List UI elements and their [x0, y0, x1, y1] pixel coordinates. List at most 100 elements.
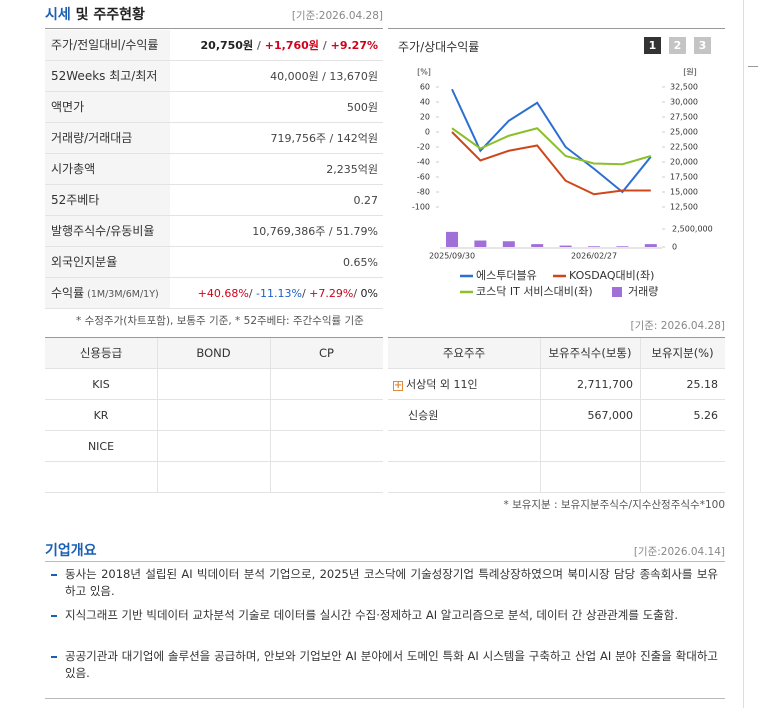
volume-bar: [531, 244, 544, 247]
volume-tick-label: 0: [672, 243, 677, 252]
value-part: /: [353, 287, 361, 300]
series-line: [451, 88, 652, 194]
row-label: 거래량/거래대금: [51, 123, 171, 154]
section-title: 시세 및 주주현황: [45, 4, 145, 24]
table-rule: [388, 430, 725, 431]
value-part: 10,769,386주 / 51.79%: [252, 225, 378, 238]
x-tick-label: 2026/02/27: [571, 252, 617, 261]
legend-label: KOSDAQ대비(좌): [569, 269, 654, 282]
bullet: [51, 615, 57, 617]
label-sub: (1M/3M/6M/1Y): [87, 289, 159, 300]
y-tick-label: 40: [420, 98, 430, 107]
table-cell: 5.26: [693, 409, 719, 422]
table-col-rule: [640, 338, 641, 493]
series-line: [451, 131, 651, 196]
value-part: 0%: [360, 287, 378, 300]
note: * 수정주가(차트포함), 보통주 기준, * 52주베타: 주간수익률 기준: [76, 315, 364, 327]
date: [기준:2026.04.28]: [291, 10, 383, 22]
volume-bar: [474, 240, 487, 247]
volume-bar: [588, 246, 600, 247]
legend-label: 거래량: [628, 285, 658, 298]
row-rule: [45, 122, 383, 123]
y2-tick-label: 17,500: [670, 173, 698, 182]
label: 주가/전일대비/수익률: [51, 38, 159, 52]
overview-item: 지식그래프 기반 빅데이터 교차분석 기술로 데이터를 실시간 수집·정제하고 …: [65, 608, 678, 622]
series-line: [451, 127, 652, 166]
row-label-bg: [45, 123, 170, 154]
table-header: 주요주주: [442, 346, 486, 360]
table-rule: [388, 337, 725, 338]
overview-title: 기업개요: [45, 543, 97, 559]
table-cell: 서상덕 외 11인: [406, 378, 478, 391]
table-header-bg: [45, 338, 383, 369]
row-label-bg: [45, 30, 170, 61]
table-header: 신용등급: [79, 346, 123, 360]
value-part: -11.13%: [256, 287, 302, 300]
rule: [45, 28, 383, 29]
label: 거래량/거래대금: [51, 131, 133, 145]
expand-icon: +: [393, 380, 403, 391]
row-rule: [45, 308, 383, 309]
y-tick-label: -100: [412, 203, 430, 212]
value-part: 40,000원 / 13,670원: [270, 70, 378, 83]
row-label: 주가/전일대비/수익률: [51, 30, 171, 61]
row-value: 10,769,386주 / 51.79%: [172, 216, 378, 247]
label: 52주베타: [51, 193, 100, 207]
y2-tick-label: 25,000: [670, 128, 698, 137]
table-rule: [45, 492, 383, 493]
volume-bar: [644, 244, 657, 247]
bullet: [51, 574, 57, 576]
value-part: +1,760원: [264, 39, 319, 52]
table-col-rule: [157, 338, 158, 493]
y-tick-label: 0: [425, 128, 430, 137]
legend-label: 코스닥 IT 서비스대비(좌): [476, 285, 593, 298]
date: [기준: 2026.04.28]: [630, 320, 725, 332]
value-part: +9.27%: [330, 39, 378, 52]
title-rest: 및 주주현황: [75, 7, 145, 23]
label: 수익률: [51, 286, 85, 300]
table-header: 보유주식수(보통): [548, 346, 632, 360]
row-value: 719,756주 / 142억원: [172, 123, 378, 154]
table-rule: [388, 461, 725, 462]
date: [기준:2026.04.14]: [633, 546, 725, 558]
value-part: /: [253, 39, 265, 52]
side-rule: [743, 0, 744, 708]
y2-tick-label: 20,000: [670, 158, 698, 167]
label: 시가총액: [51, 162, 96, 176]
table-header: CP: [319, 346, 334, 360]
value-part: 20,750원: [200, 39, 254, 52]
volume-bar: [616, 246, 629, 247]
chart-button: 2: [669, 37, 686, 54]
y2-tick-label: 32,500: [670, 83, 698, 92]
side-rule: [748, 66, 758, 67]
bullet: [51, 656, 57, 658]
rule: [388, 28, 725, 29]
y2-unit: [원]: [683, 68, 697, 77]
table-header: 보유지분(%): [651, 346, 714, 360]
y-unit: [%]: [417, 68, 431, 77]
note: * 보유지분 : 보유지분주식수/지수산정주식수*100: [503, 499, 725, 511]
value-part: /: [318, 39, 331, 52]
y-tick-label: 20: [420, 113, 430, 122]
label: 52Weeks 최고/최저: [51, 69, 158, 83]
table-rule: [45, 399, 383, 400]
overview-item: 공공기관과 대기업에 솔루션을 공급하며, 안보와 기업보안 AI 분야에서 도…: [65, 649, 718, 680]
row-rule: [45, 277, 383, 278]
legend-swatch: [612, 287, 622, 297]
table-cell: KR: [93, 409, 109, 422]
value-part: /: [301, 287, 310, 300]
value-part: +40.68%: [197, 287, 249, 300]
y2-tick-label: 30,000: [670, 98, 698, 107]
rule: [45, 561, 725, 562]
y-tick-label: -60: [417, 173, 430, 182]
table-rule: [45, 337, 383, 338]
table-rule: [388, 368, 725, 369]
table-cell: 567,000: [587, 409, 634, 422]
y-tick-label: 60: [420, 83, 430, 92]
volume-bar: [502, 241, 515, 247]
table-col-rule: [540, 338, 541, 493]
rule: [45, 698, 725, 699]
volume-bar: [559, 245, 572, 247]
value-part: +7.29%: [309, 287, 354, 300]
